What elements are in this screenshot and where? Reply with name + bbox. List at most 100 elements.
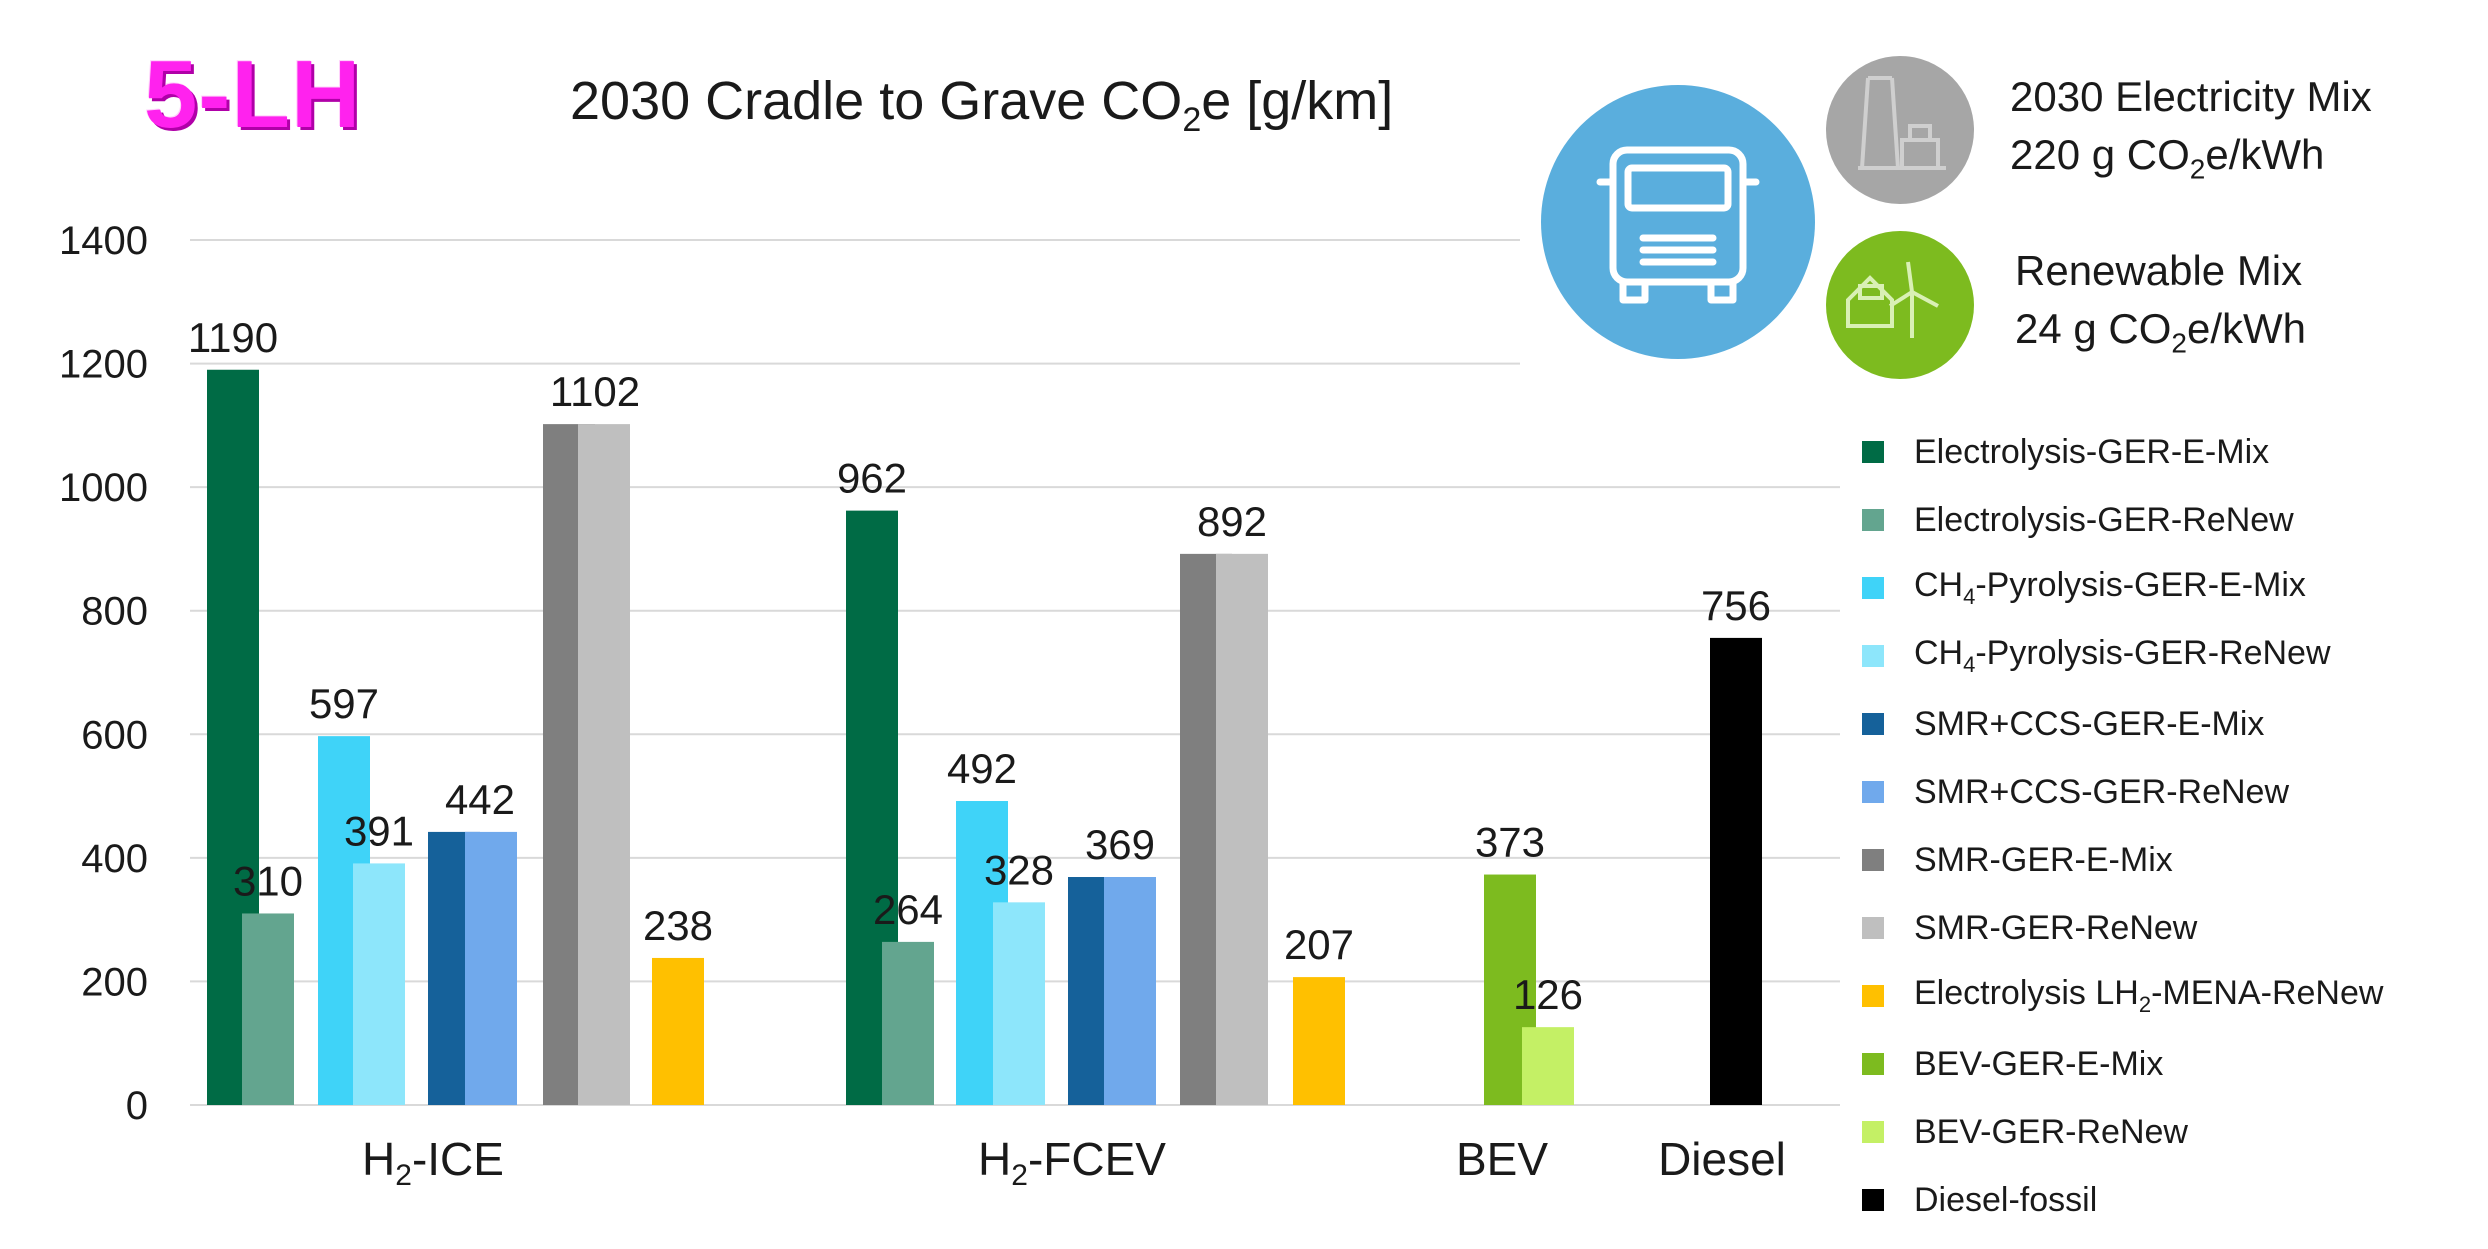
legend-label: SMR+CCS-GER-E-Mix xyxy=(1914,705,2264,744)
legend-label: SMR-GER-ReNew xyxy=(1914,909,2197,948)
legend-label-pre: CH xyxy=(1914,634,1964,673)
x-category-label-pre: BEV xyxy=(1456,1133,1548,1185)
legend-swatch xyxy=(1862,509,1884,531)
bar-bev-ger-renew xyxy=(1522,1027,1574,1105)
legend-label-sub: 2 xyxy=(2138,991,2152,1017)
legend-item: BEV-GER-ReNew xyxy=(1862,1098,2383,1166)
data-label: 1190 xyxy=(188,314,278,361)
renewable-mix-value-post: e/kWh xyxy=(2187,305,2307,352)
bar-smr-ger-renew xyxy=(1216,553,1268,1105)
y-tick-label: 0 xyxy=(126,1084,148,1128)
legend-item: Electrolysis-GER-ReNew xyxy=(1862,486,2383,554)
legend-label-post: -MENA-ReNew xyxy=(2151,974,2384,1013)
data-label: 310 xyxy=(233,857,303,904)
legend-label: BEV-GER-ReNew xyxy=(1914,1113,2188,1152)
legend-label-pre: BEV-GER-ReNew xyxy=(1914,1112,2188,1151)
y-tick-label: 1400 xyxy=(59,219,148,263)
data-label: 892 xyxy=(1197,498,1267,545)
bar-diesel-fossil xyxy=(1710,637,1762,1105)
renewable-mix-value-sub: 2 xyxy=(2171,327,2187,359)
legend-label-pre: SMR+CCS-GER-ReNew xyxy=(1914,772,2289,811)
truck-icon-circle xyxy=(1541,85,1815,359)
legend-label: Electrolysis LH2-MENA-ReNew xyxy=(1914,974,2383,1018)
x-category-label: H2-ICE xyxy=(362,1133,504,1192)
title-pre: 2030 Cradle to Grave CO xyxy=(570,71,1183,131)
legend-item: SMR+CCS-GER-ReNew xyxy=(1862,758,2383,826)
x-category-label-post: -FCEV xyxy=(1028,1133,1166,1185)
x-category-label-pre: H xyxy=(978,1133,1011,1185)
electricity-mix-value: 220 g CO2e/kWh xyxy=(2010,126,2372,198)
data-labels: 1190 310 597 391 442 1102 238 962 264 492 328 369 89… xyxy=(188,314,1771,1018)
bar-smr-ccs-ger-renew xyxy=(1104,877,1156,1105)
y-axis: 0 200 400 600 800 1000 1200 1400 xyxy=(59,219,148,1128)
title-post: e [g/km] xyxy=(1201,71,1394,131)
legend-swatch xyxy=(1862,713,1884,735)
x-category-label-sub: 2 xyxy=(395,1159,412,1192)
legend-label-pre: Electrolysis-GER-E-Mix xyxy=(1914,432,2270,471)
data-label: 238 xyxy=(643,902,713,949)
legend-label: Diesel-fossil xyxy=(1914,1181,2097,1220)
legend-item: CH4-Pyrolysis-GER-ReNew xyxy=(1862,622,2383,690)
data-label: 369 xyxy=(1085,821,1155,868)
legend-swatch xyxy=(1862,577,1884,599)
scenario-badge: 5-LH xyxy=(144,41,362,148)
legend-swatch xyxy=(1862,645,1884,667)
data-label: 597 xyxy=(309,680,379,727)
legend-item: Electrolysis-GER-E-Mix xyxy=(1862,418,2383,486)
x-category-label-pre: H xyxy=(362,1133,395,1185)
legend-label-post: -Pyrolysis-GER-ReNew xyxy=(1975,634,2331,673)
data-label: 126 xyxy=(1513,971,1583,1018)
legend-swatch xyxy=(1862,917,1884,939)
renewable-icon-circle xyxy=(1826,231,1974,379)
data-label: 373 xyxy=(1475,819,1545,866)
renewable-mix-value-pre: 24 g CO xyxy=(2015,305,2172,352)
legend-label: SMR-GER-E-Mix xyxy=(1914,841,2173,880)
legend-swatch xyxy=(1862,849,1884,871)
renewable-mix-label: Renewable Mix 24 g CO2e/kWh xyxy=(2015,242,2306,372)
data-label: 328 xyxy=(984,846,1054,893)
legend-swatch xyxy=(1862,985,1884,1007)
legend-label-pre: SMR-GER-ReNew xyxy=(1914,908,2198,947)
bar-ch4-pyrolysis-ger-renew xyxy=(993,902,1045,1105)
renewable-mix-value: 24 g CO2e/kWh xyxy=(2015,300,2306,372)
bar-electrolysis-ger-renew xyxy=(242,913,294,1105)
data-label: 264 xyxy=(873,886,943,933)
bar-smr-ger-renew xyxy=(578,424,630,1105)
y-tick-label: 600 xyxy=(81,713,148,757)
bar-electrolysis-lh2-mena-renew xyxy=(1293,977,1345,1105)
legend-label: CH4-Pyrolysis-GER-E-Mix xyxy=(1914,566,2306,610)
y-tick-label: 1000 xyxy=(59,466,148,510)
power-plant-icon xyxy=(1826,56,1974,204)
legend-label-post: -Pyrolysis-GER-E-Mix xyxy=(1975,566,2306,605)
legend-swatch xyxy=(1862,1121,1884,1143)
legend-label-pre: Electrolysis LH xyxy=(1914,974,2139,1013)
renewable-mix-title: Renewable Mix xyxy=(2015,247,2303,294)
x-category-label: BEV xyxy=(1456,1133,1548,1185)
x-category-label: Diesel xyxy=(1658,1133,1786,1185)
x-axis: H2-ICE H2-FCEV BEV Diesel xyxy=(362,1133,1786,1192)
electricity-mix-value-post: e/kWh xyxy=(2205,131,2325,178)
y-tick-label: 200 xyxy=(81,960,148,1004)
x-category-label-pre: Diesel xyxy=(1658,1133,1786,1185)
legend-label: Electrolysis-GER-ReNew xyxy=(1914,501,2294,540)
power-plant-icon-circle xyxy=(1826,56,1974,204)
bars xyxy=(207,369,1762,1105)
legend-swatch xyxy=(1862,1053,1884,1075)
y-tick-label: 1200 xyxy=(59,343,148,387)
data-label: 962 xyxy=(837,455,907,502)
data-label: 1102 xyxy=(550,368,640,415)
bar-smr-ccs-ger-renew xyxy=(465,831,517,1105)
legend-label: BEV-GER-E-Mix xyxy=(1914,1045,2163,1084)
electricity-mix-value-pre: 220 g CO xyxy=(2010,131,2190,178)
x-category-label-post: -ICE xyxy=(412,1133,504,1185)
electricity-mix-value-sub: 2 xyxy=(2189,153,2206,185)
x-category-label: H2-FCEV xyxy=(978,1133,1166,1192)
electricity-mix-title: 2030 Electricity Mix xyxy=(2010,73,2372,120)
legend-item: SMR-GER-ReNew xyxy=(1862,894,2383,962)
legend-item: Electrolysis LH2-MENA-ReNew xyxy=(1862,962,2383,1030)
bar-electrolysis-lh2-mena-renew xyxy=(652,957,704,1105)
legend-item: BEV-GER-E-Mix xyxy=(1862,1030,2383,1098)
data-label: 207 xyxy=(1284,921,1354,968)
legend-label-pre: SMR-GER-E-Mix xyxy=(1914,840,2173,879)
